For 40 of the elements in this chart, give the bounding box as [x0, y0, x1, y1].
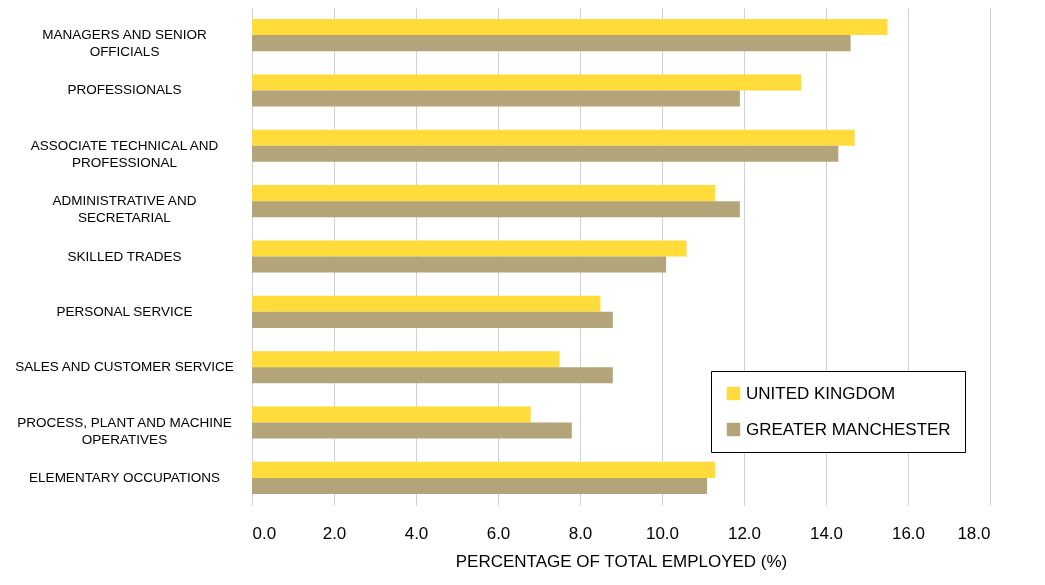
legend-label: GREATER MANCHESTER [746, 419, 951, 439]
x-tick-label: 14.0 [809, 523, 844, 543]
bar [252, 19, 888, 36]
bar [252, 477, 708, 494]
bar [252, 351, 560, 368]
y-tick-label: PERSONAL SERVICE [56, 303, 193, 319]
bar [252, 240, 687, 257]
y-tick-label: PROCESS, PLANT AND MACHINE OPERATIVES [17, 414, 232, 447]
bar [252, 295, 601, 312]
y-tick-label: MANAGERS AND SENIOR OFFICIALS [42, 27, 207, 60]
y-tick-label: SKILLED TRADES [67, 248, 182, 264]
bar [252, 461, 716, 478]
y-tick-label: ASSOCIATE TECHNICAL AND PROFESSIONAL [30, 137, 219, 170]
bar [252, 74, 802, 91]
x-tick-label: 6.0 [486, 523, 511, 543]
x-tick-label: 10.0 [645, 523, 680, 543]
bar [252, 129, 855, 146]
y-tick-label: PROFESSIONALS [67, 82, 182, 98]
bar [252, 185, 716, 202]
bar [252, 311, 613, 328]
x-tick-label: 16.0 [891, 523, 926, 543]
bar [252, 35, 851, 52]
bar [252, 406, 531, 423]
bar [252, 256, 667, 273]
bar [252, 90, 740, 107]
y-tick-label: ELEMENTARY OCCUPATIONS [29, 469, 220, 485]
x-tick-label: 2.0 [322, 523, 347, 543]
x-tick-label: 0.0 [252, 523, 277, 543]
bar [252, 422, 572, 439]
x-tick-label: 12.0 [727, 523, 762, 543]
x-axis-title: PERCENTAGE OF TOTAL EMPLOYED (%) [455, 551, 788, 571]
x-tick-label: 8.0 [568, 523, 593, 543]
x-tick-label: 18.0 [957, 523, 991, 543]
x-tick-label: 4.0 [404, 523, 429, 543]
y-tick-label: SALES AND CUSTOMER SERVICE [15, 359, 234, 375]
bar [252, 145, 839, 162]
bar [252, 201, 740, 218]
y-tick-label: ADMINISTRATIVE AND SECRETARIAL [52, 193, 197, 226]
bar [252, 367, 613, 384]
legend-label: UNITED KINGDOM [746, 383, 896, 403]
